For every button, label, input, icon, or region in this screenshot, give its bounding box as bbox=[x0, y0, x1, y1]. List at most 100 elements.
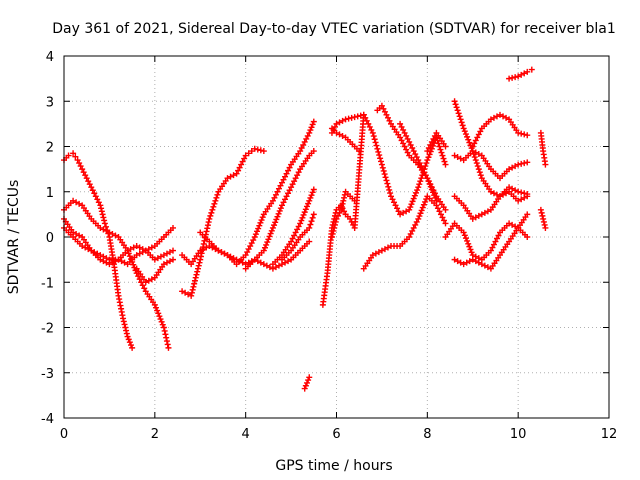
data-point bbox=[341, 208, 348, 215]
data-point bbox=[472, 253, 479, 260]
data-point bbox=[460, 229, 467, 236]
data-point bbox=[472, 149, 479, 156]
data-point bbox=[512, 163, 519, 170]
data-point bbox=[423, 160, 430, 167]
data-point bbox=[193, 271, 200, 278]
data-point bbox=[83, 175, 90, 182]
data-point bbox=[336, 209, 343, 216]
data-point bbox=[521, 160, 528, 167]
data-point bbox=[154, 255, 161, 262]
data-point bbox=[310, 148, 317, 155]
data-point bbox=[487, 188, 494, 195]
data-point bbox=[235, 167, 242, 174]
data-point bbox=[339, 117, 346, 124]
data-point bbox=[413, 154, 420, 161]
data-point bbox=[464, 133, 471, 140]
data-point bbox=[189, 286, 196, 293]
data-point bbox=[133, 243, 140, 250]
data-point bbox=[434, 205, 441, 212]
data-point bbox=[120, 315, 127, 322]
data-point bbox=[465, 240, 472, 247]
data-point bbox=[85, 246, 92, 253]
data-point bbox=[512, 74, 519, 81]
series-17 bbox=[360, 111, 449, 218]
data-point bbox=[288, 238, 295, 245]
data-point bbox=[404, 135, 411, 142]
series-1 bbox=[61, 150, 136, 351]
data-point bbox=[103, 259, 110, 266]
x-tick-label: 4 bbox=[242, 427, 250, 442]
data-point bbox=[100, 258, 107, 265]
data-point bbox=[452, 101, 459, 108]
series-23 bbox=[451, 148, 531, 182]
data-point bbox=[345, 115, 352, 122]
data-point bbox=[468, 249, 475, 256]
data-point bbox=[366, 123, 373, 130]
data-point bbox=[188, 289, 195, 296]
data-point bbox=[124, 333, 131, 340]
series-4 bbox=[61, 224, 176, 268]
data-point bbox=[410, 148, 417, 155]
data-point bbox=[473, 160, 480, 167]
data-point bbox=[260, 148, 267, 155]
data-point bbox=[306, 224, 313, 231]
data-point bbox=[309, 121, 316, 128]
data-point bbox=[381, 108, 388, 115]
data-point bbox=[70, 197, 77, 204]
data-point bbox=[100, 214, 107, 221]
data-point bbox=[336, 119, 343, 126]
data-point bbox=[348, 114, 355, 121]
data-point bbox=[148, 244, 155, 251]
data-point bbox=[255, 225, 262, 232]
data-point bbox=[518, 189, 525, 196]
data-point bbox=[381, 171, 388, 178]
data-point bbox=[310, 211, 317, 218]
data-point bbox=[492, 238, 499, 245]
data-point bbox=[475, 131, 482, 138]
data-point bbox=[506, 75, 513, 82]
data-point bbox=[471, 154, 478, 161]
data-point bbox=[509, 74, 516, 81]
data-point bbox=[307, 221, 314, 228]
data-point bbox=[182, 289, 189, 296]
data-point bbox=[124, 247, 131, 254]
series-15 bbox=[328, 125, 363, 155]
data-point bbox=[417, 178, 424, 185]
data-point bbox=[413, 218, 420, 225]
data-point bbox=[406, 234, 413, 240]
y-tick-label: 0 bbox=[46, 231, 54, 246]
data-point bbox=[515, 73, 522, 80]
data-point bbox=[469, 215, 476, 222]
data-point bbox=[538, 209, 545, 216]
data-point bbox=[440, 217, 447, 224]
data-point bbox=[422, 198, 429, 205]
data-point bbox=[269, 197, 276, 204]
data-point bbox=[267, 230, 274, 237]
data-point bbox=[251, 145, 258, 152]
data-point bbox=[540, 215, 547, 222]
data-point bbox=[122, 324, 129, 331]
data-point bbox=[407, 141, 414, 148]
data-point bbox=[524, 159, 531, 166]
data-point bbox=[300, 211, 307, 218]
data-point bbox=[333, 120, 340, 127]
data-point bbox=[259, 214, 266, 221]
data-point bbox=[442, 143, 449, 150]
data-point bbox=[412, 221, 419, 228]
data-point bbox=[305, 377, 312, 384]
data-point bbox=[112, 258, 119, 265]
chart-title: Day 361 of 2021, Sidereal Day-to-day VTE… bbox=[52, 21, 615, 37]
data-point bbox=[333, 215, 340, 222]
data-point bbox=[98, 208, 105, 215]
data-point bbox=[130, 261, 137, 268]
data-point bbox=[288, 184, 295, 191]
data-point bbox=[273, 216, 280, 223]
data-point bbox=[190, 283, 197, 290]
data-point bbox=[73, 199, 80, 206]
data-point bbox=[375, 249, 382, 256]
data-point bbox=[282, 259, 289, 266]
data-point bbox=[341, 191, 348, 198]
data-point bbox=[279, 179, 285, 186]
